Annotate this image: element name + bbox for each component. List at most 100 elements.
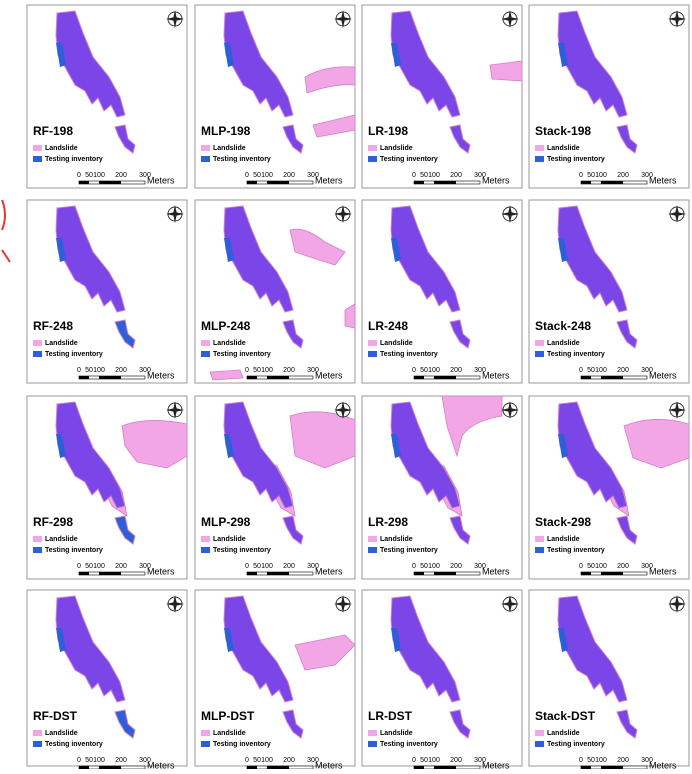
legend-label: Landslide — [45, 536, 78, 543]
legend-swatch — [535, 145, 544, 151]
scale-bar — [79, 572, 89, 575]
scale-bar — [99, 181, 121, 184]
scale-label: 100 — [595, 172, 607, 179]
scale-label: 100 — [428, 563, 440, 570]
scale-label: 0 — [77, 563, 81, 570]
scale-unit: Meters — [315, 760, 343, 769]
map-panel: Stack-248LandslideTesting inventory05010… — [529, 200, 689, 383]
panel-title: LR-298 — [368, 515, 408, 529]
scale-label: 0 — [245, 367, 249, 374]
legend-label: Landslide — [380, 340, 413, 347]
scale-label: 0 — [579, 757, 583, 764]
legend-label: Landslide — [380, 145, 413, 152]
scale-label: 50 — [253, 563, 261, 570]
legend-swatch — [201, 145, 210, 151]
scale-label: 0 — [412, 367, 416, 374]
map-panel: Stack-DSTLandslideTesting inventory05010… — [529, 590, 689, 769]
scale-label: 200 — [283, 172, 295, 179]
panel-title: LR-DST — [368, 709, 413, 723]
legend-swatch — [33, 730, 42, 736]
scale-bar — [601, 572, 623, 575]
scale-label: 0 — [579, 563, 583, 570]
panel-title: LR-248 — [368, 319, 408, 333]
legend-label: Testing inventory — [213, 351, 271, 358]
scale-unit: Meters — [649, 175, 677, 185]
scale-unit: Meters — [147, 370, 175, 380]
scale-bar — [247, 572, 257, 575]
legend-swatch — [33, 145, 42, 151]
legend-swatch — [368, 547, 377, 553]
scale-label: 0 — [77, 757, 81, 764]
scale-unit: Meters — [482, 370, 510, 380]
scale-label: 100 — [595, 367, 607, 374]
scale-label: 200 — [115, 757, 127, 764]
scale-unit: Meters — [482, 760, 510, 769]
legend-swatch — [368, 145, 377, 151]
scale-unit: Meters — [649, 370, 677, 380]
scale-unit: Meters — [649, 566, 677, 576]
panel-title: MLP-198 — [201, 124, 251, 138]
scale-label: 200 — [115, 172, 127, 179]
scale-unit: Meters — [482, 175, 510, 185]
scale-unit: Meters — [315, 175, 343, 185]
scale-bar — [581, 572, 591, 575]
panel-title: Stack-198 — [535, 124, 591, 138]
legend-swatch — [33, 351, 42, 357]
legend-swatch — [33, 536, 42, 542]
map-panel: Stack-298LandslideTesting inventory05010… — [529, 396, 689, 579]
legend-swatch — [368, 156, 377, 162]
legend-label: Landslide — [213, 536, 246, 543]
scale-bar — [434, 376, 456, 379]
panel-title: RF-248 — [33, 319, 73, 333]
scale-label: 200 — [450, 757, 462, 764]
panel-title: LR-198 — [368, 124, 408, 138]
scale-label: 200 — [450, 367, 462, 374]
legend-swatch — [535, 547, 544, 553]
scale-label: 50 — [85, 367, 93, 374]
scale-label: 50 — [420, 757, 428, 764]
legend-swatch — [201, 547, 210, 553]
legend-label: Landslide — [213, 145, 246, 152]
legend-swatch — [201, 536, 210, 542]
scale-label: 0 — [412, 757, 416, 764]
scale-label: 100 — [261, 563, 273, 570]
legend-label: Landslide — [213, 340, 246, 347]
scale-label: 50 — [587, 367, 595, 374]
scale-label: 200 — [115, 563, 127, 570]
scale-label: 200 — [617, 563, 629, 570]
map-panel: MLP-298LandslideTesting inventory0501002… — [195, 396, 355, 579]
scale-label: 100 — [261, 367, 273, 374]
legend-swatch — [368, 340, 377, 346]
legend-swatch — [33, 340, 42, 346]
scale-bar — [414, 376, 424, 379]
map-panel: MLP-198LandslideTesting inventory0501002… — [195, 5, 355, 188]
scale-label: 100 — [428, 757, 440, 764]
scale-label: 50 — [587, 757, 595, 764]
legend-label: Testing inventory — [213, 741, 271, 748]
scale-label: 0 — [77, 172, 81, 179]
scale-label: 200 — [115, 367, 127, 374]
scale-bar — [434, 572, 456, 575]
scale-label: 100 — [595, 757, 607, 764]
map-panel: RF-198LandslideTesting inventory05010020… — [27, 5, 187, 188]
legend-swatch — [368, 351, 377, 357]
legend-label: Landslide — [213, 730, 246, 737]
legend-label: Testing inventory — [213, 156, 271, 163]
scale-label: 200 — [450, 563, 462, 570]
scale-bar — [247, 181, 257, 184]
scale-bar — [267, 181, 289, 184]
scale-label: 200 — [617, 367, 629, 374]
scale-label: 100 — [428, 172, 440, 179]
scale-bar — [434, 181, 456, 184]
scale-label: 100 — [261, 172, 273, 179]
scale-unit: Meters — [649, 760, 677, 769]
legend-swatch — [368, 536, 377, 542]
scale-unit: Meters — [147, 175, 175, 185]
scale-label: 100 — [93, 563, 105, 570]
legend-label: Landslide — [547, 730, 580, 737]
legend-label: Landslide — [45, 145, 78, 152]
legend-label: Testing inventory — [45, 741, 103, 748]
